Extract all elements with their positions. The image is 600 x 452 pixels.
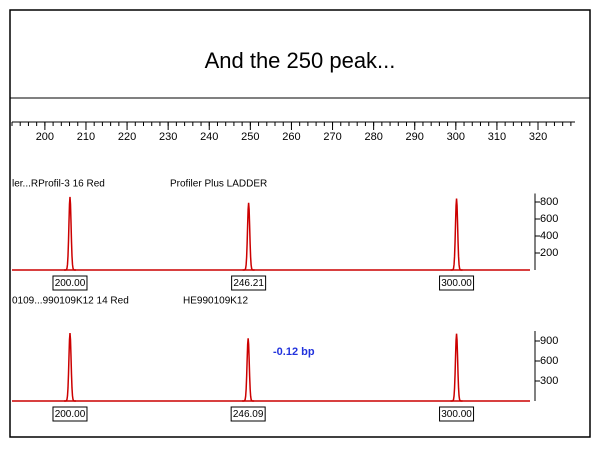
peak	[242, 338, 255, 402]
peak-label: 246.09	[233, 409, 264, 420]
ruler-tick-label: 320	[529, 131, 547, 143]
panel-subtitle: HE990109K12	[183, 296, 248, 307]
peak-label-box	[52, 275, 88, 291]
peak	[450, 333, 463, 402]
ruler-tick-label: 280	[364, 131, 382, 143]
ruler-tick-label: 300	[447, 131, 465, 143]
peak-label: 200.00	[55, 409, 86, 420]
ruler-tick-label: 250	[241, 131, 259, 143]
ruler-tick-label: 240	[200, 131, 218, 143]
peak-label: 300.00	[441, 278, 472, 289]
peak	[63, 332, 76, 402]
peak-label-box	[52, 406, 88, 422]
peak-label: 300.00	[441, 409, 472, 420]
ruler-tick-label: 220	[118, 131, 136, 143]
y-tick-label: 800	[540, 196, 558, 208]
slide-title: And the 250 peak...	[205, 48, 396, 73]
ruler-tick-label: 310	[488, 131, 506, 143]
y-tick-label: 600	[540, 355, 558, 367]
content: 9020021022023024025026027028029030031032…	[11, 121, 575, 422]
ruler-tick-label: 210	[77, 131, 95, 143]
y-tick-label: 300	[540, 375, 558, 387]
peak-label-box	[439, 275, 475, 291]
ruler-tick-label: 270	[323, 131, 341, 143]
y-tick-label: 400	[540, 230, 558, 242]
peak-label-box	[231, 275, 267, 291]
peak-label-box	[439, 406, 475, 422]
annotation: -0.12 bp	[273, 346, 315, 358]
panel-title: ler...RProfil-3 16 Red	[12, 179, 105, 190]
panel-title: 0109...990109K12 14 Red	[12, 296, 129, 307]
peak-label: 246.21	[233, 278, 264, 289]
peak-label: 200.00	[55, 278, 86, 289]
y-tick-label: 200	[540, 247, 558, 259]
ruler-tick-label: 260	[282, 131, 300, 143]
peak-label-box	[230, 406, 266, 422]
peak	[63, 196, 76, 271]
y-tick-label: 600	[540, 213, 558, 225]
peak	[450, 198, 463, 271]
ruler-tick-label: 230	[159, 131, 177, 143]
y-tick-label: 900	[540, 335, 558, 347]
peak	[242, 202, 255, 271]
ruler-tick-label: 200	[36, 131, 54, 143]
ruler-tick-label: 290	[406, 131, 424, 143]
panel-subtitle: Profiler Plus LADDER	[170, 179, 267, 190]
frame	[9, 9, 591, 438]
